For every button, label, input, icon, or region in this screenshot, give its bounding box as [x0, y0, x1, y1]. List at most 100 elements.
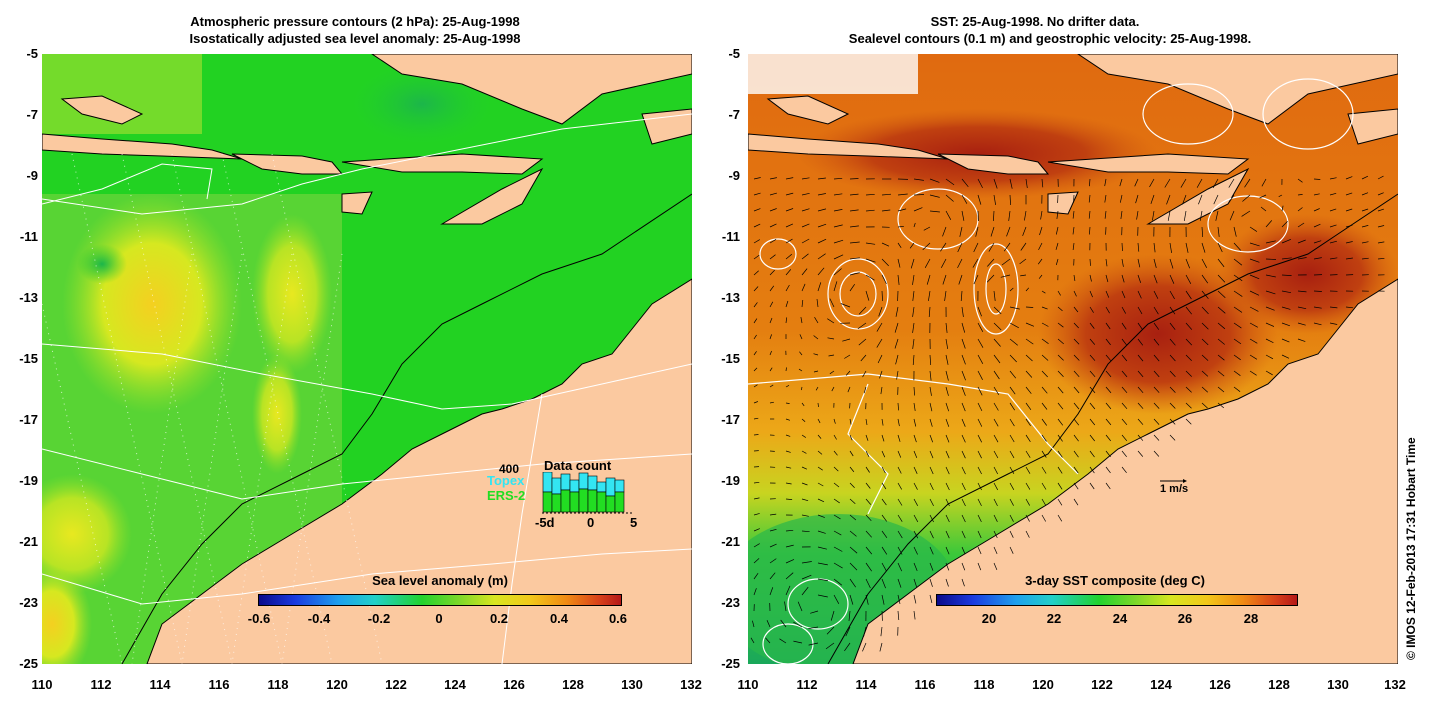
velocity-arrow	[977, 194, 982, 205]
velocity-arrow	[1025, 450, 1031, 458]
velocity-arrow	[1233, 290, 1243, 297]
velocity-arrow	[1057, 418, 1064, 426]
sla-cb-tick: 0.6	[608, 611, 628, 626]
velocity-arrow	[1009, 306, 1020, 310]
velocity-arrow	[1169, 338, 1176, 346]
velocity-arrow	[1009, 178, 1013, 189]
velocity-arrow	[769, 177, 777, 180]
velocity-arrow	[753, 254, 760, 260]
x-tick: 116	[208, 677, 230, 692]
velocity-arrow	[769, 384, 774, 388]
velocity-arrow	[833, 450, 838, 456]
velocity-arrow	[977, 402, 983, 412]
flores-island	[1047, 153, 1250, 175]
velocity-arrow	[849, 482, 855, 489]
sla-colorbar-title: Sea level anomaly (m)	[372, 573, 508, 588]
velocity-arrow	[833, 418, 836, 424]
velocity-arrow	[1041, 482, 1047, 490]
velocity-arrow	[881, 578, 886, 589]
sea-level-anomaly-map[interactable]	[42, 54, 692, 664]
velocity-arrow	[942, 226, 947, 237]
velocity-arrow	[785, 572, 794, 580]
velocity-arrow	[896, 370, 899, 380]
velocity-arrow	[1009, 498, 1014, 506]
velocity-arrow	[945, 482, 950, 491]
velocity-arrow	[862, 370, 867, 378]
velocity-arrow	[801, 418, 806, 422]
x-tick: 114	[149, 677, 171, 692]
velocity-arrow	[1073, 274, 1076, 281]
velocity-arrow	[1073, 306, 1079, 313]
velocity-arrow	[1150, 194, 1155, 205]
x-tick: 122	[1091, 677, 1113, 692]
velocity-arrow	[897, 466, 902, 474]
velocity-arrow	[1345, 192, 1353, 196]
velocity-arrow	[817, 223, 827, 228]
x-tick: 124	[444, 677, 466, 692]
velocity-arrow	[1057, 434, 1063, 442]
velocity-arrow	[865, 498, 872, 505]
velocity-arrow	[1089, 402, 1096, 410]
velocity-arrow	[929, 386, 932, 396]
velocity-arrow	[1217, 258, 1225, 268]
velocity-arrow	[993, 482, 999, 491]
velocity-arrow	[972, 258, 979, 268]
velocity-arrow	[1201, 370, 1209, 377]
velocity-arrow	[1164, 178, 1171, 188]
velocity-arrow	[1105, 418, 1112, 426]
velocity-arrow	[1297, 222, 1305, 228]
velocity-arrow	[801, 283, 806, 292]
velocity-arrow	[1153, 434, 1160, 441]
velocity-arrow	[1281, 221, 1288, 228]
sst-map[interactable]: 1 m/s	[748, 54, 1398, 664]
velocity-arrow	[1153, 322, 1160, 330]
velocity-arrow	[960, 290, 963, 302]
velocity-arrow	[801, 561, 812, 564]
velocity-arrow	[1009, 386, 1016, 395]
velocity-arrow	[1072, 210, 1075, 219]
velocity-arrow	[913, 530, 919, 539]
velocity-arrow	[897, 546, 903, 555]
velocity-arrow	[766, 620, 771, 628]
right-title-line2: Sealevel contours (0.1 m) and geostrophi…	[848, 31, 1252, 46]
velocity-arrow	[845, 370, 851, 376]
velocity-arrow	[1105, 354, 1112, 362]
x-tick: 132	[1384, 677, 1406, 692]
velocity-arrow	[1057, 354, 1064, 361]
velocity-arrow	[1137, 306, 1143, 315]
y-tick: -5	[26, 46, 38, 61]
velocity-arrow	[1377, 257, 1385, 260]
velocity-arrow	[865, 578, 871, 589]
velocity-arrow	[833, 466, 839, 472]
velocity-arrow	[1213, 194, 1219, 205]
velocity-arrow	[769, 223, 777, 228]
velocity-arrow	[897, 274, 900, 285]
velocity-arrow	[798, 368, 803, 372]
velocity-arrow	[1217, 290, 1226, 299]
velocity-arrow	[1119, 194, 1123, 203]
velocity-arrow	[784, 601, 787, 612]
velocity-arrow	[977, 466, 982, 475]
y-tick: -11	[19, 229, 38, 244]
velocity-arrow	[876, 338, 883, 348]
velocity-arrow	[753, 302, 758, 308]
y-tick: -21	[19, 534, 38, 549]
velocity-arrow	[865, 514, 872, 522]
velocity-arrow	[1249, 226, 1258, 232]
velocity-arrow	[1297, 194, 1303, 196]
velocity-arrow	[1073, 450, 1079, 458]
x-tick: 112	[796, 677, 818, 692]
velocity-arrow	[881, 466, 886, 474]
velocity-arrow	[1089, 434, 1095, 442]
velocity-arrow	[977, 514, 982, 523]
velocity-arrow	[913, 546, 918, 555]
velocity-arrow	[769, 192, 777, 196]
velocity-arrow	[833, 482, 840, 488]
sla-cb-tick: 0	[435, 611, 443, 626]
velocity-arrow	[753, 481, 760, 484]
velocity-arrow	[993, 562, 998, 571]
velocity-arrow	[1137, 354, 1144, 362]
velocity-arrow	[801, 450, 807, 454]
velocity-arrow	[826, 626, 835, 635]
velocity-arrow	[897, 530, 903, 539]
